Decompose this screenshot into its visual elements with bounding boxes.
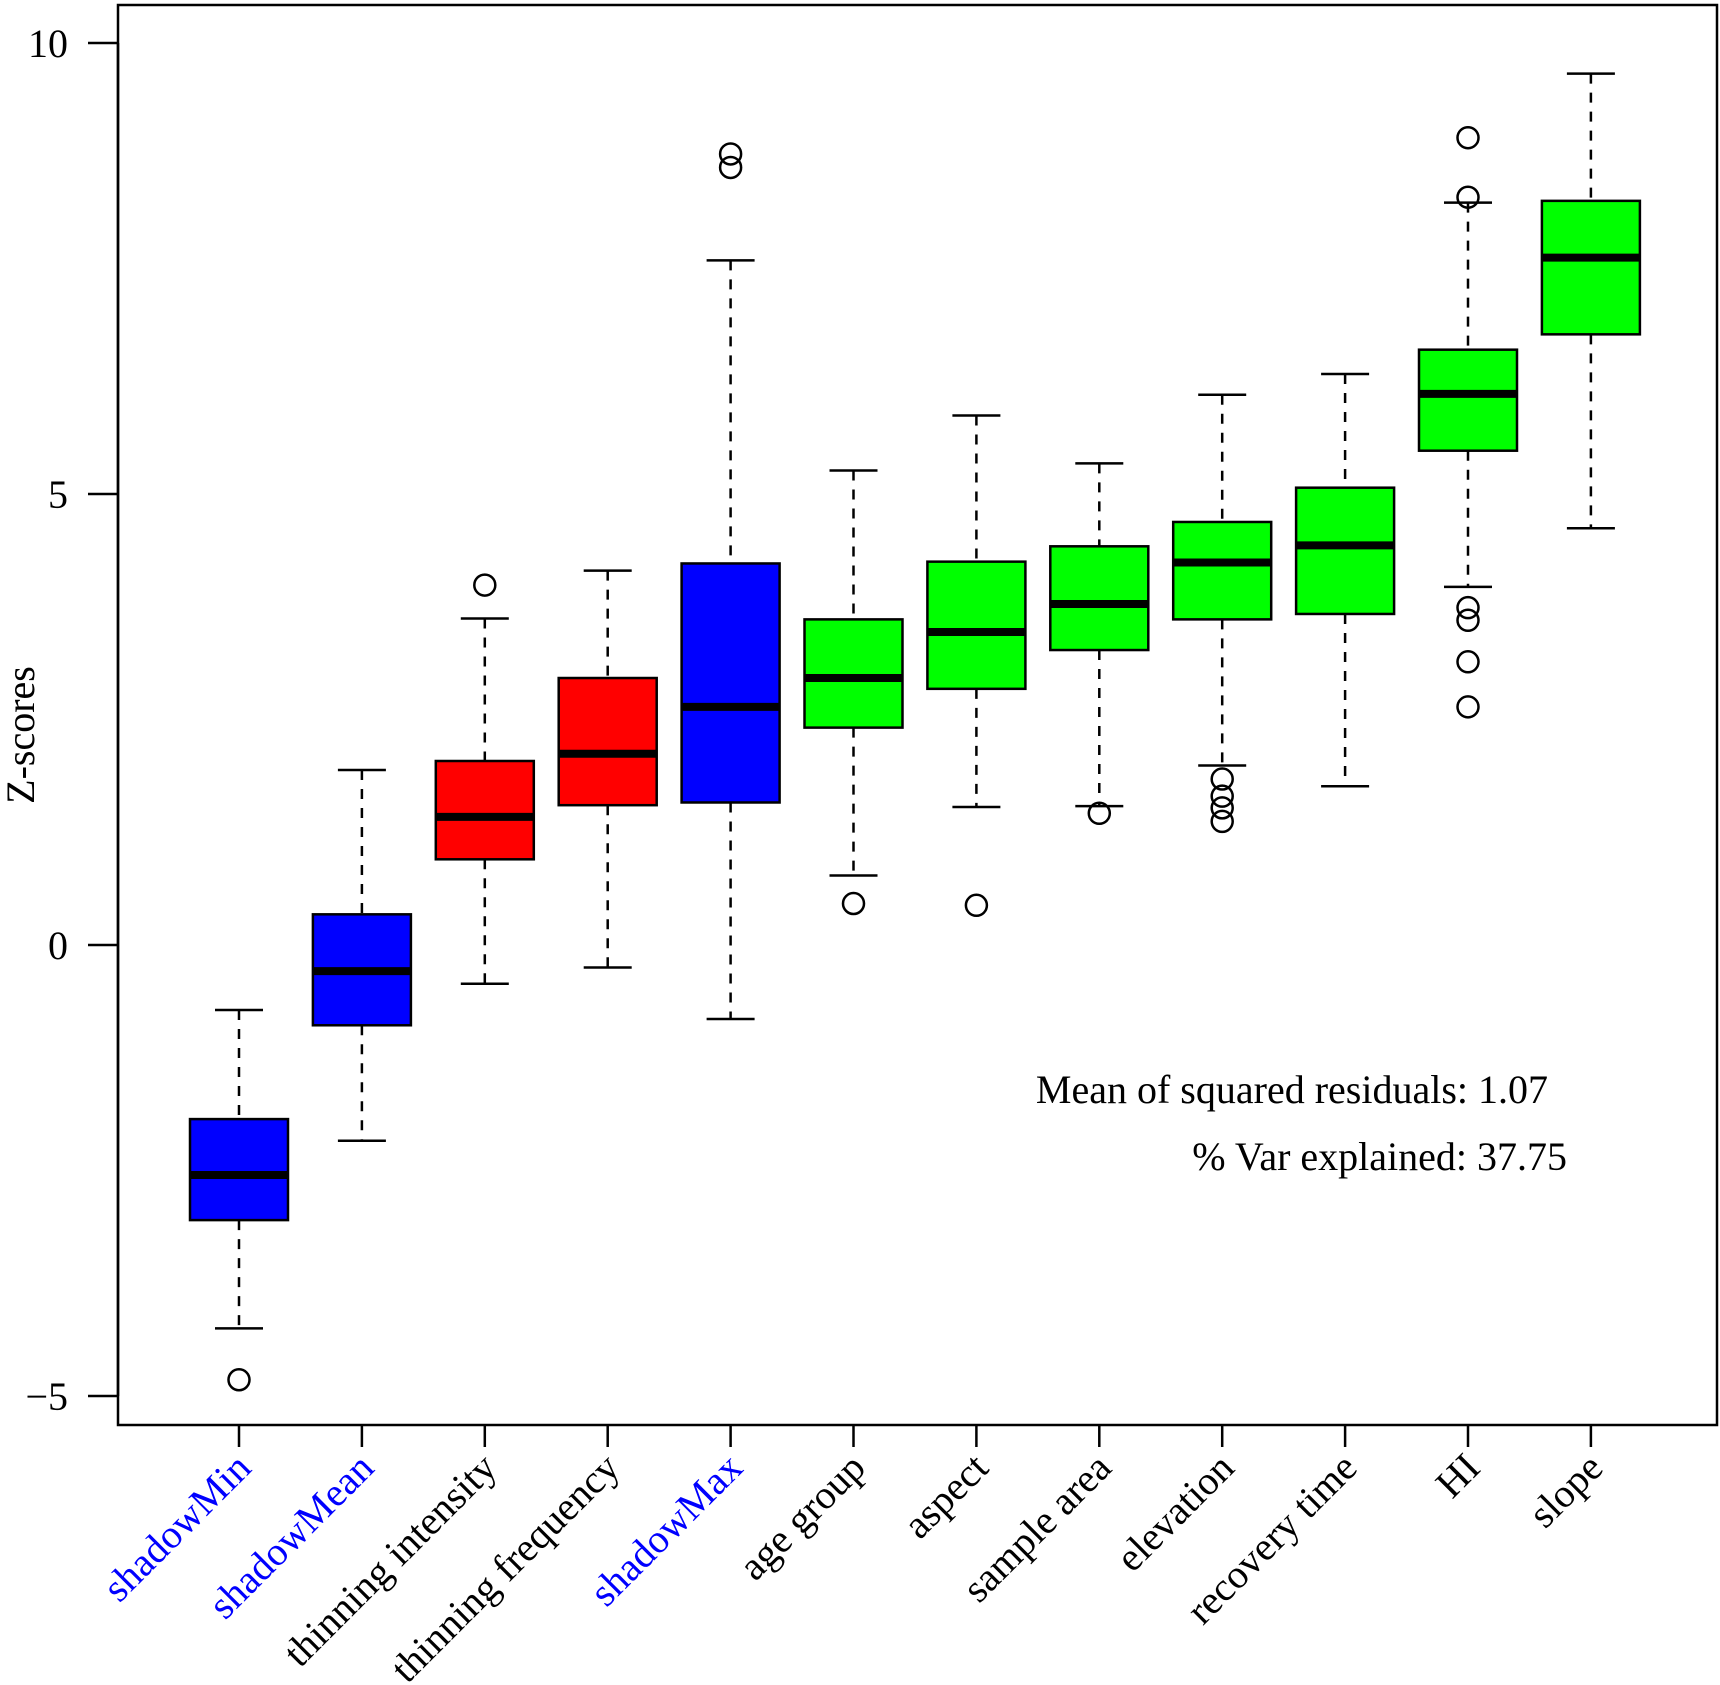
outlier-point xyxy=(1456,608,1480,633)
outlier-point xyxy=(1456,185,1480,209)
x-tick-label: thinning intensity xyxy=(275,1445,506,1676)
box-group xyxy=(1417,125,1519,719)
box-iqr xyxy=(1540,199,1642,336)
annotation-var-explained: % Var explained: 37.75 xyxy=(1192,1134,1567,1179)
box-group xyxy=(188,1008,290,1392)
outlier-point xyxy=(1210,809,1234,834)
box-iqr xyxy=(1294,486,1396,616)
outlier-point xyxy=(718,155,743,180)
outlier-point xyxy=(1210,767,1234,791)
box-iqr xyxy=(1417,348,1519,452)
y-axis-title: Z-scores xyxy=(0,666,43,804)
box-group xyxy=(434,573,536,986)
y-axis: −5 0 5 10 xyxy=(25,21,120,1419)
y-tick-label: 0 xyxy=(48,923,68,968)
outlier-point xyxy=(1210,796,1234,820)
y-tick-label: −5 xyxy=(25,1374,68,1419)
outlier-point xyxy=(473,573,497,597)
y-tick-label: 10 xyxy=(28,21,68,66)
box-iqr xyxy=(434,759,536,861)
box-group xyxy=(680,142,781,1021)
box-iqr xyxy=(1049,545,1150,652)
outlier-point xyxy=(1456,650,1480,674)
box-group xyxy=(1540,72,1642,530)
box-iqr xyxy=(1171,520,1273,621)
plot-frame xyxy=(116,3,1719,1427)
boxes-layer xyxy=(188,72,1642,1392)
box-group xyxy=(1294,372,1396,788)
outlier-point xyxy=(964,893,989,918)
box-group xyxy=(1171,393,1273,834)
outlier-point xyxy=(718,142,743,166)
box-iqr xyxy=(680,562,781,804)
outlier-point xyxy=(1210,784,1234,808)
box-iqr xyxy=(803,618,904,729)
x-tick-label: HI xyxy=(1427,1445,1489,1507)
box-iqr xyxy=(188,1117,290,1222)
x-tick-label: aspect xyxy=(894,1445,996,1547)
outlier-point xyxy=(1456,695,1480,719)
outlier-point xyxy=(1456,595,1480,620)
x-tick-label: age group xyxy=(730,1445,874,1589)
box-group xyxy=(557,569,658,969)
y-tick-label: 5 xyxy=(48,472,68,517)
outlier-point xyxy=(1087,801,1112,826)
annotation-mse: Mean of squared residuals: 1.07 xyxy=(1036,1067,1548,1112)
outlier-point xyxy=(841,891,866,916)
box-iqr xyxy=(926,560,1027,691)
outlier-point xyxy=(1456,125,1480,150)
x-tick-label: thinning frequency xyxy=(382,1445,628,1685)
box-group xyxy=(803,469,904,916)
box-group xyxy=(926,414,1027,918)
box-group xyxy=(1049,462,1150,826)
box-iqr xyxy=(557,676,658,807)
outlier-point xyxy=(227,1368,251,1392)
x-tick-label: slope xyxy=(1520,1445,1612,1537)
box-group xyxy=(311,768,413,1142)
